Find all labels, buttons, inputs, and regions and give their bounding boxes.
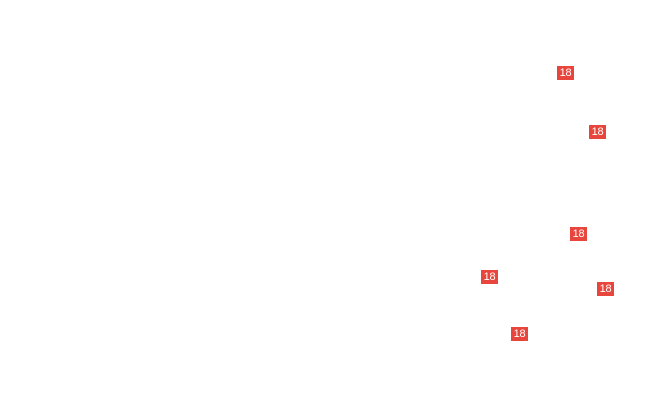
route-marker[interactable]: 18 — [597, 282, 614, 296]
route-marker[interactable]: 18 — [570, 227, 587, 241]
route-marker[interactable]: 18 — [481, 270, 498, 284]
route-marker[interactable]: 18 — [511, 327, 528, 341]
route-marker[interactable]: 18 — [557, 66, 574, 80]
route-marker[interactable]: 18 — [589, 125, 606, 139]
